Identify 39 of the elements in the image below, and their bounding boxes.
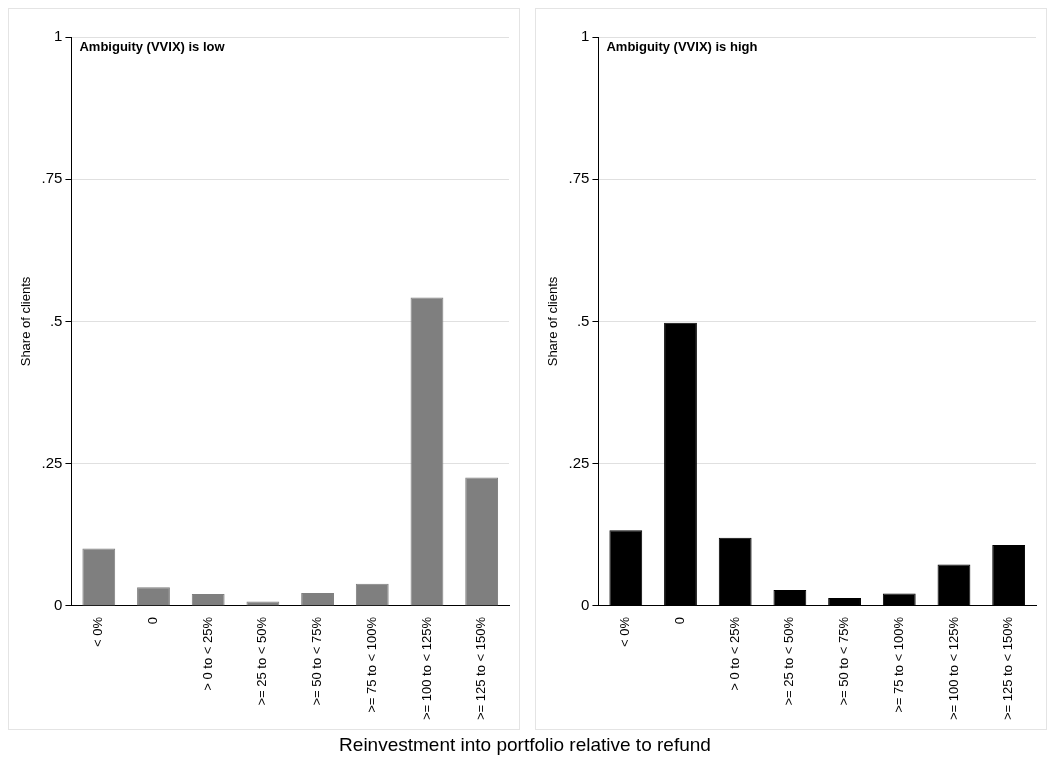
x-tick-label: >= 100 to < 125% (418, 616, 434, 721)
x-tick-label: < 0% (617, 616, 633, 647)
y-tick-label: .75 (568, 169, 590, 187)
y-tick-label: .5 (49, 311, 63, 329)
x-tick-label: 0 (672, 617, 688, 625)
bar (137, 587, 170, 606)
y-tick-label: .25 (568, 453, 590, 471)
chart-title: Ambiguity (VVIX) is high (606, 39, 758, 55)
y-tick-label: 0 (54, 596, 63, 614)
y-axis-title: Share of clients (545, 276, 561, 367)
x-tick-label: > 0 to < 25% (199, 616, 215, 691)
x-tick-label: > 0 to < 25% (726, 616, 742, 691)
x-tick-label: >= 125 to < 150% (473, 616, 489, 721)
x-tick-label: >= 75 to < 100% (363, 616, 379, 713)
x-tick-label: >= 100 to < 125% (945, 616, 961, 721)
x-tick-label: >= 50 to < 75% (836, 616, 852, 706)
y-tick-label: .75 (41, 169, 63, 187)
bar (191, 594, 225, 606)
x-tick-label: >= 75 to < 100% (890, 616, 906, 713)
bar (82, 548, 116, 606)
y-tick-label: 0 (581, 596, 590, 614)
bar (410, 297, 444, 606)
chart-title: Ambiguity (VVIX) is low (79, 39, 226, 55)
x-tick-label: >= 25 to < 50% (254, 616, 270, 706)
x-tick-label: 0 (145, 617, 161, 625)
x-tick-label: < 0% (90, 616, 106, 647)
x-tick-label: >= 125 to < 150% (1000, 616, 1016, 721)
bar (465, 477, 499, 606)
y-tick-label: 1 (54, 27, 63, 45)
bar (355, 583, 389, 606)
y-tick-label: .5 (576, 311, 590, 329)
x-tick-label: >= 50 to < 75% (309, 616, 325, 706)
y-tick-label: 1 (581, 27, 590, 45)
y-tick-label: .25 (41, 453, 63, 471)
x-axis-title: Reinvestment into portfolio relative to refund (338, 734, 712, 756)
x-tick-label: >= 25 to < 50% (781, 616, 797, 706)
y-axis-title: Share of clients (18, 276, 34, 367)
bar (246, 601, 280, 606)
bar (301, 592, 334, 606)
